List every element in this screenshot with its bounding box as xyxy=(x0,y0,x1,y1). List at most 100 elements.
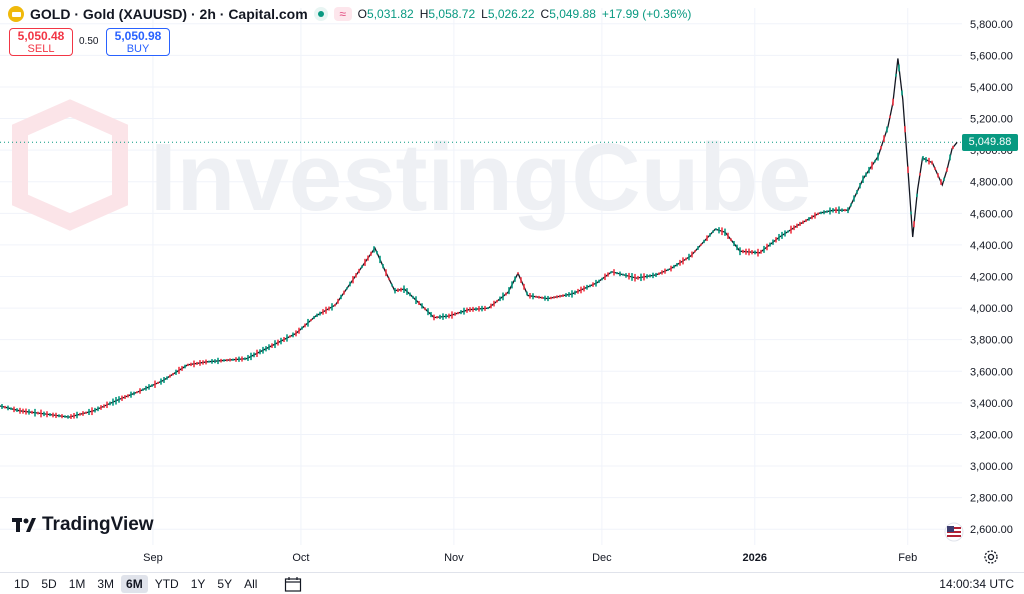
candle-mark xyxy=(424,307,426,311)
candle-mark xyxy=(265,346,267,352)
candle-mark xyxy=(454,312,456,316)
candle-mark xyxy=(559,294,561,298)
candle-mark xyxy=(904,126,906,133)
candle-mark xyxy=(172,372,174,376)
utc-clock[interactable]: 14:00:34 UTC xyxy=(939,577,1014,591)
candle-mark xyxy=(934,167,936,170)
candle-mark xyxy=(649,274,651,278)
candle-mark xyxy=(208,360,210,363)
candle-mark xyxy=(295,330,297,337)
candle-mark xyxy=(757,248,759,257)
candle-mark xyxy=(235,357,237,362)
candle-mark xyxy=(121,395,123,401)
candle-mark xyxy=(391,283,393,287)
candle-mark xyxy=(820,211,822,215)
candle-mark xyxy=(1,404,3,409)
candle-mark xyxy=(406,288,408,295)
candle-mark xyxy=(856,190,858,195)
candle-mark xyxy=(709,233,711,237)
watermark-text: InvestingCube xyxy=(150,124,811,231)
timeframe-3m[interactable]: 3M xyxy=(97,576,115,591)
candle-mark xyxy=(103,404,105,408)
candle-mark xyxy=(928,157,930,165)
candle-mark xyxy=(478,306,480,312)
candle-mark xyxy=(31,410,33,414)
candle-mark xyxy=(64,415,66,418)
candle-mark xyxy=(571,290,573,298)
candle-mark xyxy=(340,294,342,300)
buy-button[interactable]: 5,050.98 BUY xyxy=(106,28,170,56)
close-value: 5,049.88 xyxy=(549,7,596,21)
y-tick-label: 5,400.00 xyxy=(970,82,1013,94)
candle-mark xyxy=(550,296,552,300)
y-tick-label: 3,000.00 xyxy=(970,461,1013,473)
y-tick-label: 4,000.00 xyxy=(970,303,1013,315)
candle-mark xyxy=(439,314,441,320)
tradingview-logo[interactable]: TradingView xyxy=(12,514,154,536)
timeframe-all[interactable]: All xyxy=(244,576,258,591)
candle-mark xyxy=(733,241,735,247)
candle-mark xyxy=(223,359,225,362)
candle-mark xyxy=(94,407,96,413)
candle-mark xyxy=(466,307,468,313)
candle-mark xyxy=(232,358,234,361)
timeframe-5y[interactable]: 5Y xyxy=(217,576,233,591)
candle-mark xyxy=(448,313,450,319)
candle-mark xyxy=(727,232,729,239)
y-tick-label: 3,800.00 xyxy=(970,335,1013,347)
gear-icon[interactable] xyxy=(983,549,999,565)
candle-mark xyxy=(301,326,303,330)
candle-mark xyxy=(895,73,897,77)
candle-mark xyxy=(430,311,432,318)
timeframe-6m[interactable]: 6M xyxy=(121,574,148,593)
candle-mark xyxy=(556,295,558,299)
candle-mark xyxy=(433,314,435,321)
candle-mark xyxy=(952,145,954,150)
candle-mark xyxy=(823,210,825,215)
candle-mark xyxy=(460,310,462,315)
close-label: C xyxy=(540,7,550,21)
flag-icon[interactable] xyxy=(944,522,964,542)
timeframe-ytd[interactable]: YTD xyxy=(154,576,179,591)
candle-mark xyxy=(739,247,741,256)
candle-mark xyxy=(22,408,24,414)
candle-mark xyxy=(610,271,612,274)
candle-mark xyxy=(598,279,600,283)
price-series-line xyxy=(0,58,958,418)
candle-mark xyxy=(241,356,243,362)
wave-icon[interactable]: ≈ xyxy=(333,7,352,21)
candle-mark xyxy=(442,313,444,320)
candle-mark xyxy=(274,340,276,349)
last-price-tag: 5,049.88 xyxy=(962,134,1018,152)
candle-mark xyxy=(166,376,168,380)
timeframe-1y[interactable]: 1Y xyxy=(190,576,206,591)
timeframe-5d[interactable]: 5D xyxy=(41,576,57,591)
candle-mark xyxy=(337,298,339,304)
candle-mark xyxy=(154,380,156,388)
candle-mark xyxy=(202,360,204,365)
candle-mark xyxy=(148,384,150,390)
timeframe-1d[interactable]: 1D xyxy=(14,576,30,591)
candle-mark xyxy=(526,291,528,296)
candle-mark xyxy=(244,357,246,361)
candle-mark xyxy=(880,145,882,150)
candle-mark xyxy=(592,282,594,287)
y-tick-label: 4,600.00 xyxy=(970,208,1013,220)
candle-mark xyxy=(586,284,588,290)
candle-mark xyxy=(106,401,108,409)
candle-mark xyxy=(949,154,951,161)
candle-mark xyxy=(619,271,621,277)
calendar-icon[interactable] xyxy=(284,576,302,592)
candle-mark xyxy=(160,378,162,385)
sell-button[interactable]: 5,050.48 SELL xyxy=(9,28,73,56)
timeframe-1m[interactable]: 1M xyxy=(68,576,86,591)
candle-mark xyxy=(4,405,6,409)
y-tick-label: 2,800.00 xyxy=(970,493,1013,505)
candle-mark xyxy=(523,283,525,290)
candle-mark xyxy=(178,366,180,374)
candle-mark xyxy=(742,249,744,254)
symbol-title[interactable]: GOLD · Gold (XAUUSD) · 2h · Capital.com xyxy=(30,6,308,22)
candle-mark xyxy=(937,173,939,178)
candle-mark xyxy=(109,401,111,406)
